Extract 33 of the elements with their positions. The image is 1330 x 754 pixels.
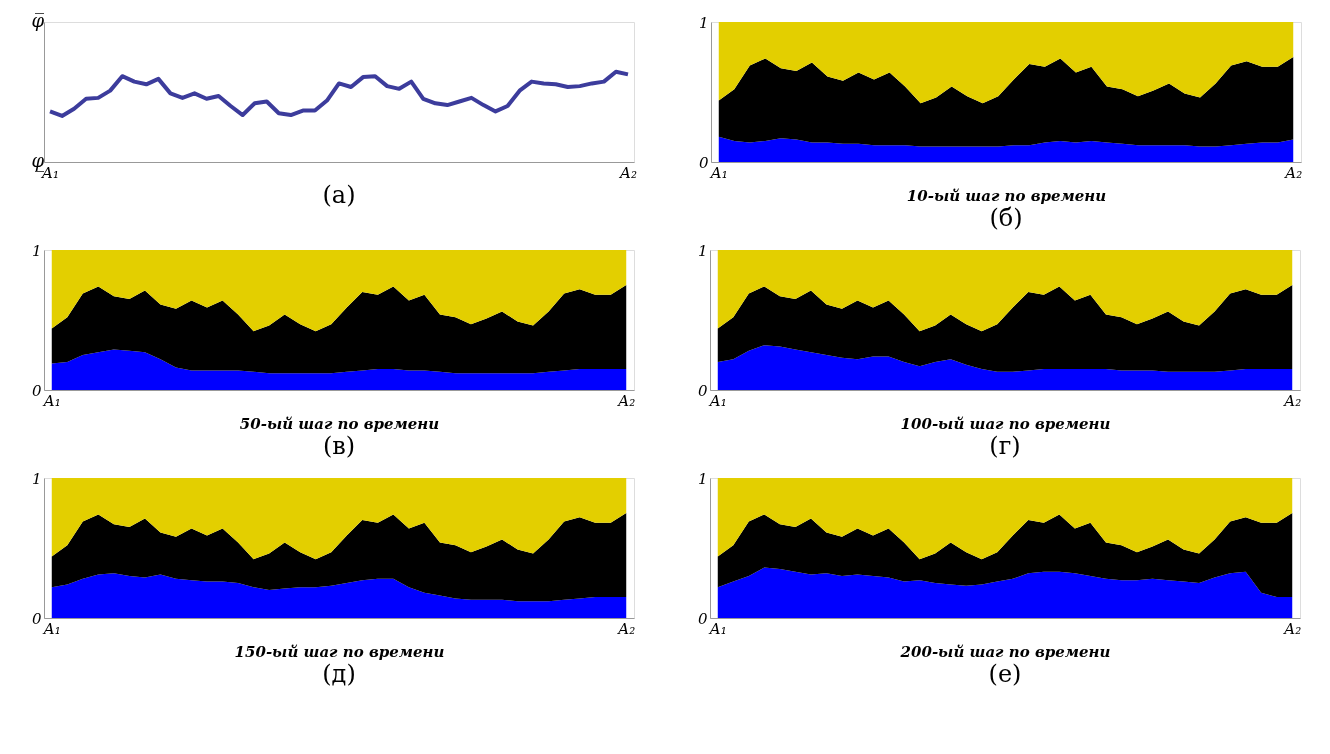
text: (г)	[989, 432, 1021, 460]
text: (д)	[322, 660, 356, 688]
x-tick-label: A₂	[1282, 619, 1302, 638]
x-axis-title: 50-ый шаг по времени	[239, 414, 440, 433]
text: (в)	[322, 432, 356, 460]
x-axis-title: 10-ый шаг по времени	[906, 186, 1107, 205]
text: (б)	[989, 204, 1023, 232]
y-tick-label: 0	[31, 609, 42, 628]
text: φ̅	[31, 10, 45, 31]
x-tick-label: A₂	[1282, 391, 1302, 410]
text: (е)	[988, 660, 1022, 688]
x-tick-label: A₁	[708, 163, 728, 182]
text: (а)	[322, 181, 356, 209]
x-tick-label: A₂	[616, 391, 636, 410]
y-tick-label: 0	[698, 153, 709, 172]
x-axis-title: 150-ый шаг по времени	[234, 642, 445, 661]
y-tick-label: 0	[697, 609, 708, 628]
y-tick-label: 0	[697, 381, 708, 400]
x-tick-label: A₂	[1283, 163, 1303, 182]
y-tick-label: 1	[697, 469, 708, 488]
y-tick-label: 1	[31, 241, 42, 260]
x-axis-title: 100-ый шаг по времени	[900, 414, 1111, 433]
x-tick-label: A₂	[618, 163, 637, 182]
x-axis-title: 200-ый шаг по времени	[899, 642, 1111, 661]
x-tick-label: A₁	[41, 391, 61, 410]
y-tick-label: 1	[31, 469, 42, 488]
y-tick-label: 0	[31, 381, 42, 400]
y-tick-label: 1	[697, 241, 708, 260]
x-tick-label: A₁	[707, 619, 727, 638]
x-tick-label: A₁	[707, 391, 727, 410]
y-tick-label: 1	[698, 13, 709, 32]
x-tick-label: A₂	[616, 619, 636, 638]
x-tick-label: A₁	[41, 619, 61, 638]
